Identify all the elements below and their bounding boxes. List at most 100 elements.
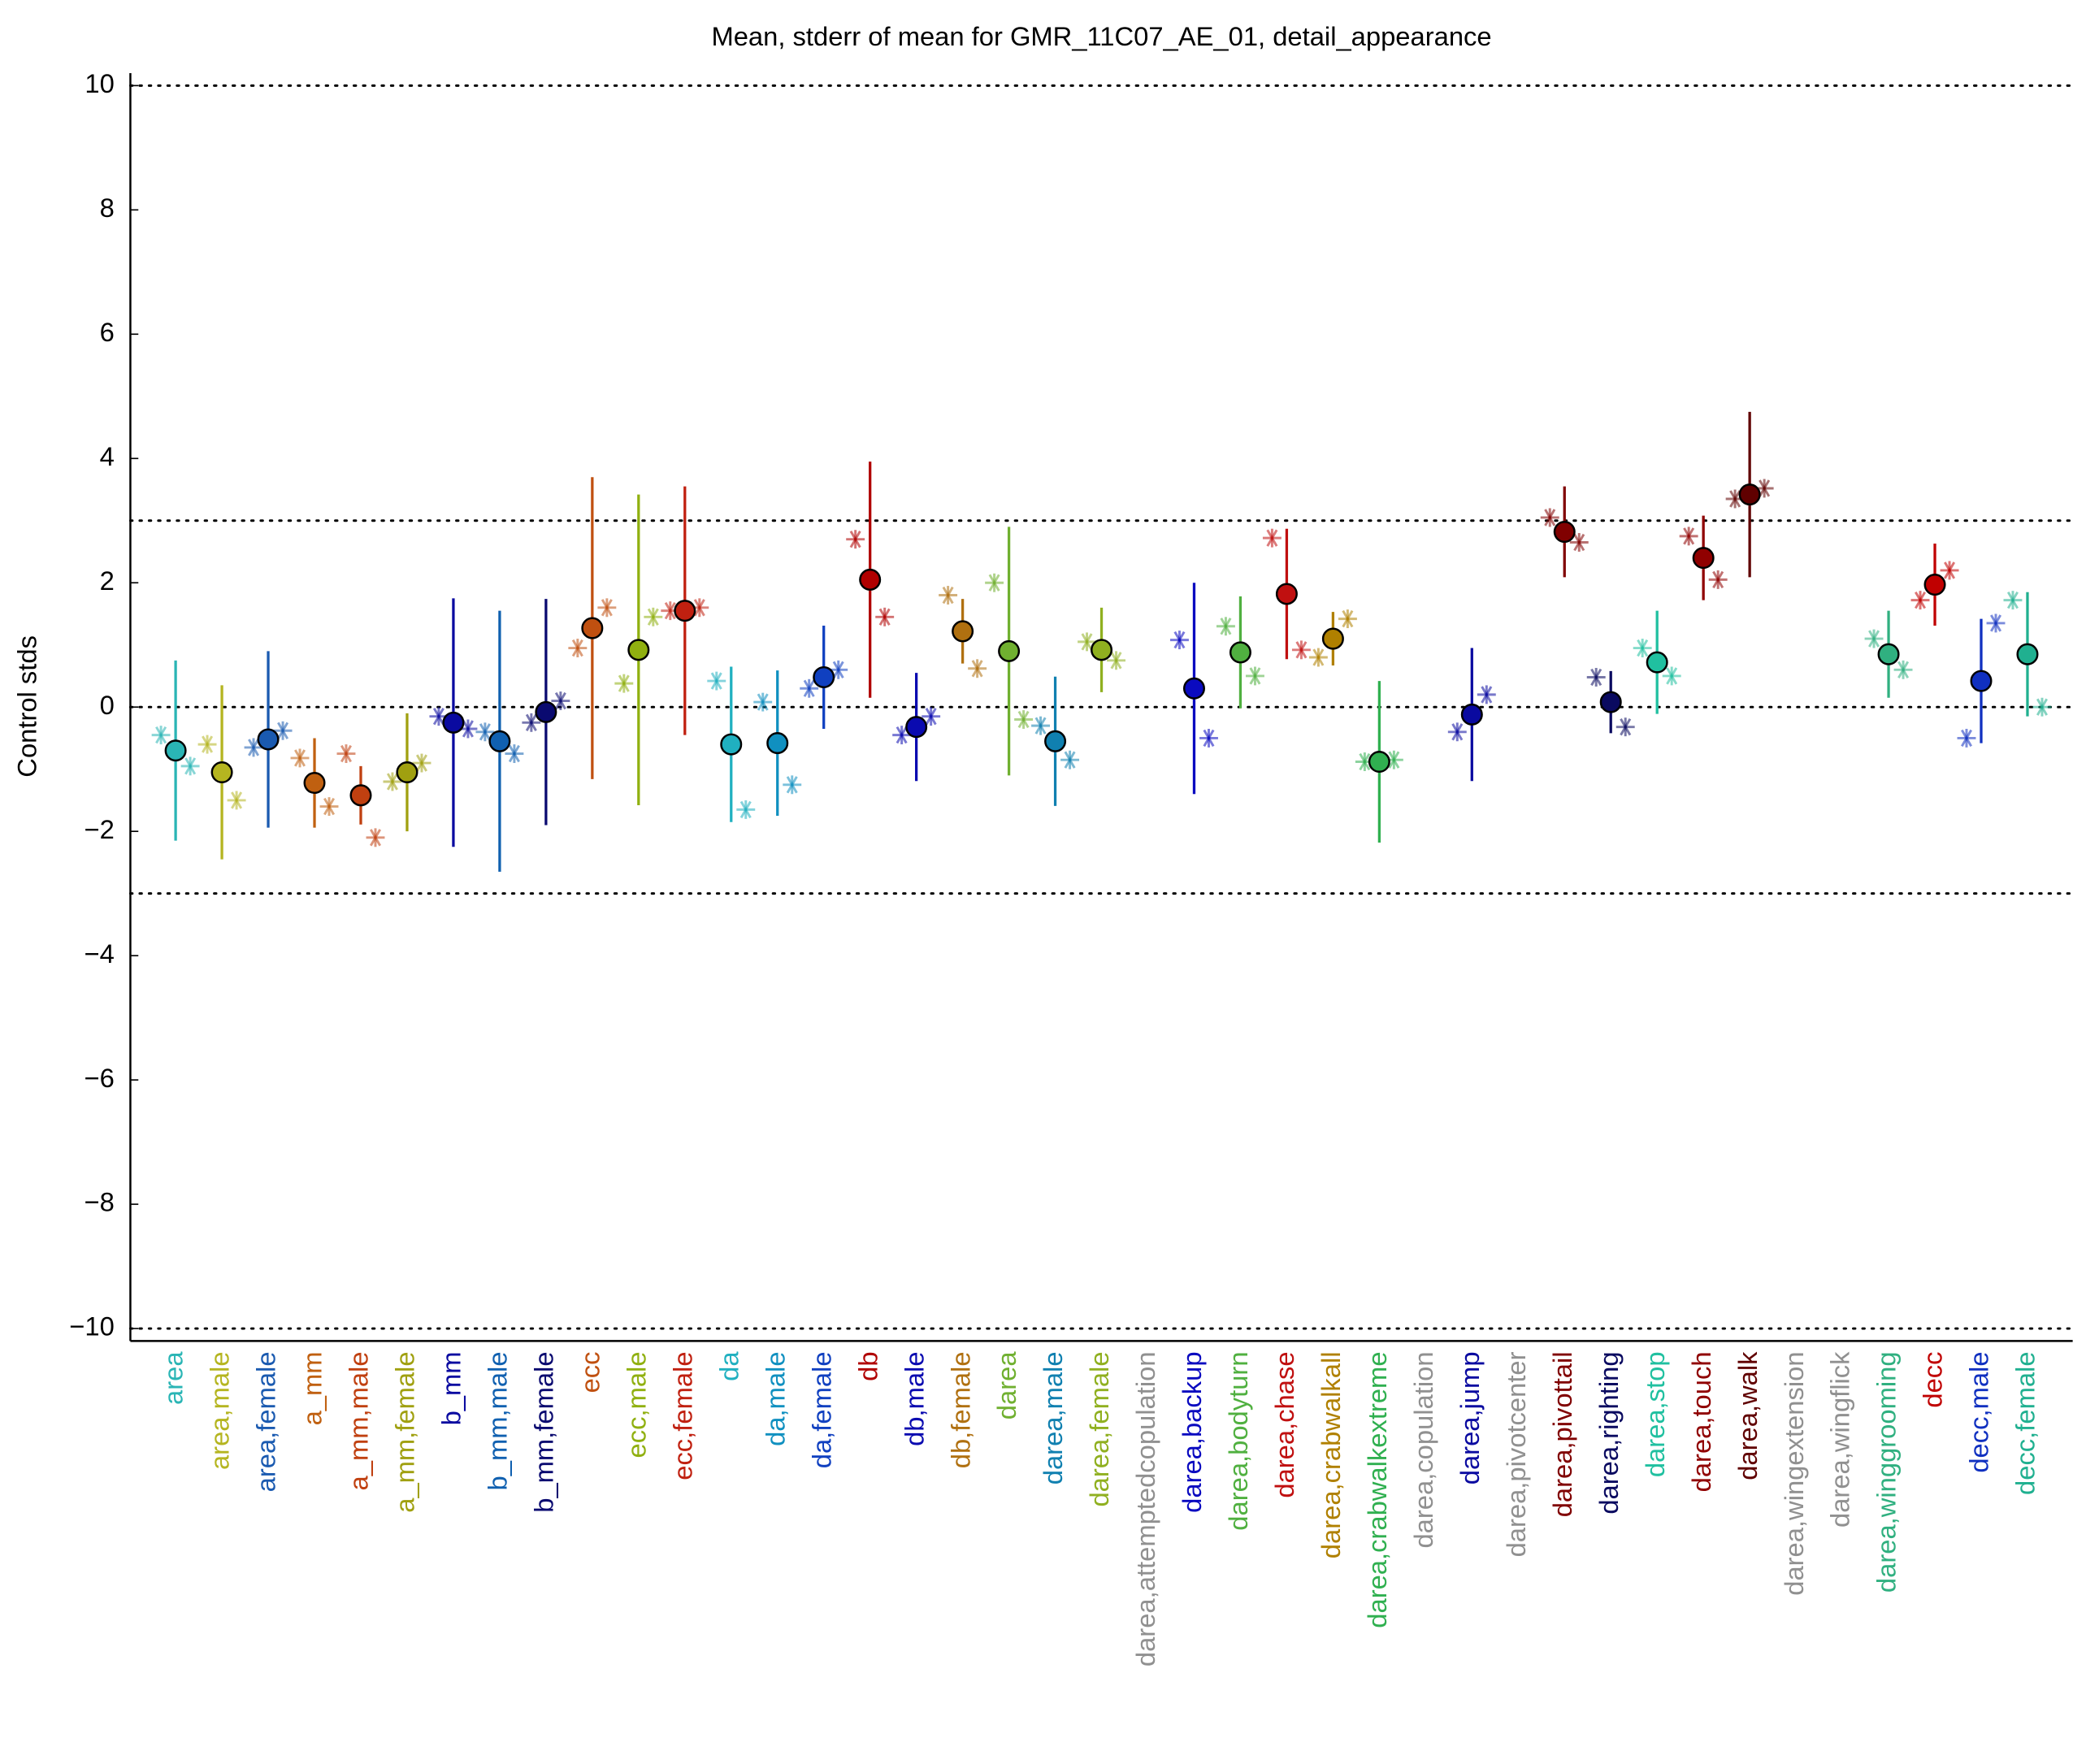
star-marker [319, 797, 339, 817]
x-tick-label: darea,copulation [1408, 1351, 1438, 1548]
star-marker [336, 744, 356, 764]
star-marker [366, 828, 385, 847]
y-axis-label: Control stds [12, 635, 42, 778]
star-marker [922, 707, 941, 726]
mean-marker [952, 620, 974, 643]
x-tick-label: da,female [806, 1351, 836, 1468]
star-marker [1679, 527, 1698, 546]
x-tick-label: b_mm [436, 1351, 466, 1425]
mean-marker [1229, 641, 1251, 664]
x-tick-label: ecc,male [621, 1351, 651, 1458]
star-marker [522, 713, 541, 732]
x-tick-label: darea,attemptedcopulation [1130, 1351, 1160, 1666]
star-marker [383, 772, 402, 791]
star-marker [1447, 722, 1467, 742]
x-tick-label: a_mm,male [344, 1351, 374, 1490]
x-tick-label: darea,jump [1455, 1351, 1485, 1484]
chart-title: Mean, stderr of mean for GMR_11C07_AE_01… [711, 21, 1491, 51]
x-tick-label: da,male [760, 1351, 790, 1445]
star-marker [1308, 648, 1328, 667]
x-tick-label: area [158, 1351, 189, 1405]
star-marker [1940, 561, 1959, 580]
star-marker [2003, 591, 2023, 610]
mean-marker [2016, 643, 2039, 665]
star-marker [644, 607, 663, 626]
mean-marker [1460, 703, 1483, 726]
x-tick-label: a_mm [297, 1351, 327, 1425]
mean-marker [581, 617, 604, 639]
mean-marker [349, 784, 372, 807]
x-tick-label: darea [991, 1351, 1021, 1420]
star-marker [1986, 613, 2006, 633]
star-marker [1708, 570, 1728, 589]
x-tick-label: darea,touch [1686, 1351, 1716, 1492]
star-marker [783, 775, 802, 795]
star-marker [1633, 639, 1652, 658]
x-tick-label: db,male [899, 1351, 929, 1445]
star-marker [568, 639, 588, 658]
star-marker [892, 726, 912, 745]
x-tick-label: decc,male [1964, 1351, 1994, 1472]
y-tick-label: 0 [100, 690, 115, 720]
mean-marker [442, 711, 465, 734]
x-tick-label: darea,pivottail [1547, 1351, 1577, 1517]
x-tick-label: darea,pivotcenter [1501, 1351, 1531, 1557]
x-tick-label: darea,righting [1594, 1351, 1624, 1514]
mean-marker [1091, 639, 1113, 661]
star-marker [753, 692, 773, 712]
star-marker [1893, 660, 1913, 679]
mean-marker [1275, 583, 1298, 605]
x-tick-label: da [713, 1351, 744, 1381]
star-marker [505, 744, 524, 764]
star-marker [1662, 666, 1681, 686]
star-marker [614, 674, 634, 693]
star-marker [290, 748, 310, 768]
star-marker [197, 735, 217, 754]
star-marker [273, 721, 293, 740]
star-marker [412, 753, 432, 773]
star-marker [1957, 728, 1976, 748]
mean-marker [1044, 730, 1067, 752]
star-marker [985, 573, 1004, 592]
star-marker [1910, 591, 1930, 610]
mean-marker [813, 665, 835, 688]
x-tick-label: darea,wingflick [1825, 1351, 1855, 1528]
x-tick-label: decc,female [2010, 1351, 2040, 1495]
x-tick-label: area,male [205, 1351, 235, 1470]
mean-marker [766, 732, 789, 755]
mean-marker [1553, 521, 1576, 544]
star-marker [1477, 685, 1496, 704]
star-marker [1078, 632, 1096, 652]
star-marker [1569, 533, 1589, 552]
star-marker [1540, 508, 1559, 527]
star-marker [1060, 750, 1080, 769]
mean-marker [905, 716, 928, 739]
x-tick-label: darea,bodyturn [1223, 1351, 1253, 1530]
y-tick-label: 2 [100, 566, 115, 596]
mean-marker [1923, 574, 1946, 596]
x-tick-label: darea,walk [1733, 1351, 1763, 1480]
x-tick-label: area,female [251, 1351, 281, 1492]
y-tick-label: −10 [69, 1311, 115, 1341]
mean-marker [1738, 483, 1761, 506]
star-marker [1216, 617, 1235, 636]
star-marker [736, 800, 756, 819]
star-marker [1291, 640, 1311, 660]
mean-marker [627, 639, 650, 661]
star-marker [227, 791, 246, 810]
mean-marker [488, 730, 511, 752]
star-marker [551, 691, 570, 711]
mean-marker [674, 600, 696, 622]
x-tick-label: darea,female [1084, 1351, 1114, 1506]
mean-marker [998, 639, 1021, 662]
x-tick-label: darea,chase [1269, 1351, 1299, 1497]
star-marker [1199, 728, 1218, 748]
y-tick-label: −4 [84, 938, 114, 969]
y-tick-label: −2 [84, 814, 114, 844]
mean-marker [210, 761, 233, 784]
star-marker [597, 598, 617, 618]
star-marker [939, 586, 958, 605]
star-marker [1014, 710, 1034, 729]
